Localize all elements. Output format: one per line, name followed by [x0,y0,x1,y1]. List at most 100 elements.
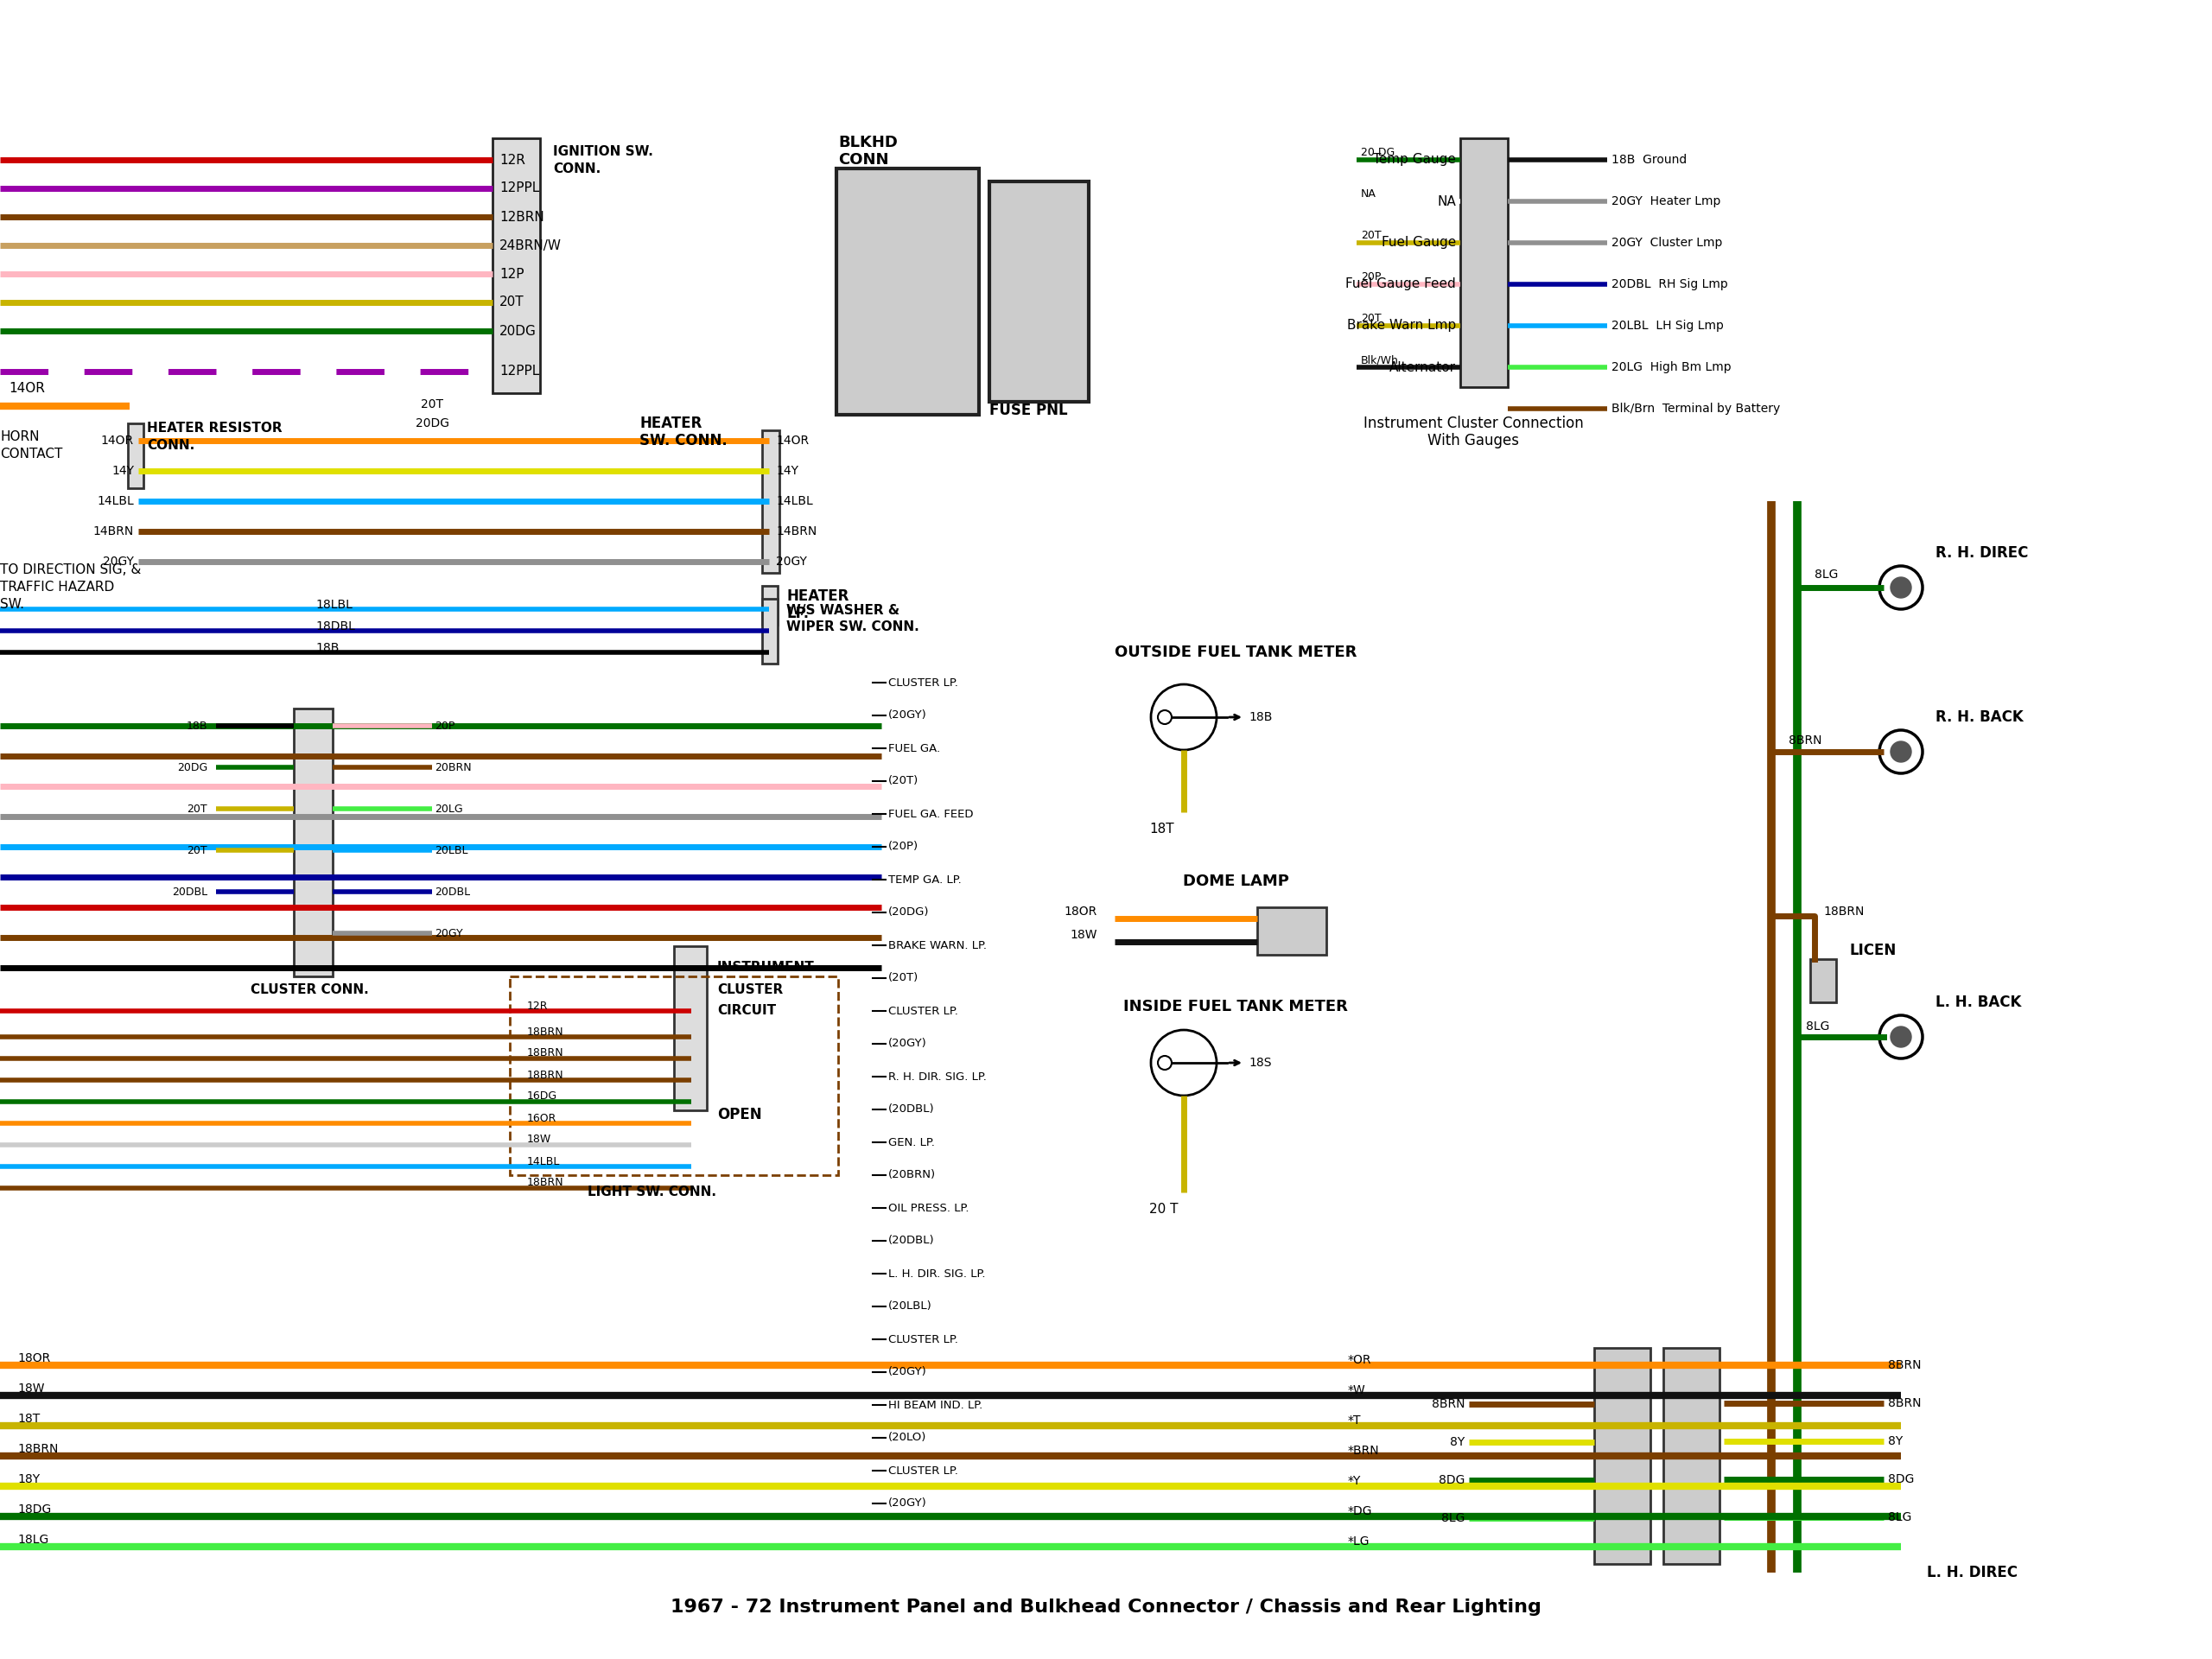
Text: 20DBL: 20DBL [434,886,471,898]
Text: (20GY): (20GY) [889,1367,927,1377]
Text: 24BRN/W: 24BRN/W [500,239,562,252]
Text: CLUSTER LP.: CLUSTER LP. [889,677,958,688]
Text: 18BRN: 18BRN [526,1070,564,1080]
Text: DOME LAMP: DOME LAMP [1183,874,1290,889]
Text: (20P): (20P) [889,841,918,853]
Text: 20 T: 20 T [1150,1203,1179,1216]
Text: 20BRN: 20BRN [434,761,471,773]
Text: INSTRUMENT: INSTRUMENT [717,961,814,974]
Text: 18BRN: 18BRN [1823,906,1865,917]
Text: OIL PRESS. LP.: OIL PRESS. LP. [889,1203,969,1214]
Text: 14BRN: 14BRN [93,526,135,538]
Text: 18BRN: 18BRN [18,1443,58,1455]
Circle shape [1891,577,1911,597]
Text: 20GY: 20GY [104,556,135,567]
Text: OUTSIDE FUEL TANK METER: OUTSIDE FUEL TANK METER [1115,645,1356,660]
Text: HEATER RESISTOR: HEATER RESISTOR [146,421,283,435]
Text: 20T: 20T [500,295,524,309]
Text: 20LG  High Bm Lmp: 20LG High Bm Lmp [1613,362,1732,373]
Circle shape [1891,742,1911,761]
Text: CLUSTER CONN.: CLUSTER CONN. [250,982,369,995]
Text: 14OR: 14OR [9,382,44,395]
Text: 12PPL: 12PPL [500,182,540,194]
Text: 20DG: 20DG [177,761,208,773]
Bar [294,708,332,977]
Bar [493,138,540,393]
Text: 18W: 18W [526,1135,551,1145]
Text: BLKHD: BLKHD [838,134,898,151]
Text: *LG: *LG [1347,1536,1369,1548]
Text: 1967 - 72 Instrument Panel and Bulkhead Connector / Chassis and Rear Lighting: 1967 - 72 Instrument Panel and Bulkhead … [670,1599,1542,1616]
Text: 18DG: 18DG [18,1503,51,1516]
Text: 20T: 20T [420,398,442,410]
Text: (20T): (20T) [889,775,918,786]
Text: 8LG: 8LG [1814,569,1838,581]
Text: 18B: 18B [186,720,208,732]
Text: *OR: *OR [1347,1354,1371,1365]
Text: WIPER SW. CONN.: WIPER SW. CONN. [785,620,920,634]
Text: TRAFFIC HAZARD: TRAFFIC HAZARD [0,581,115,594]
Text: R. H. DIREC: R. H. DIREC [1936,546,2028,561]
Bar [1460,138,1509,387]
Text: 20 DG: 20 DG [1360,148,1396,159]
Text: CLUSTER LP.: CLUSTER LP. [889,1465,958,1477]
Text: 14LBL: 14LBL [776,494,812,508]
Bar [763,586,779,625]
Text: 8BRN: 8BRN [1889,1359,1922,1372]
Text: 20LBL: 20LBL [434,844,469,856]
Text: HI BEAM IND. LP.: HI BEAM IND. LP. [889,1399,982,1410]
Text: (20DBL): (20DBL) [889,1103,936,1115]
Text: LICEN: LICEN [1849,942,1896,959]
Bar [1595,1347,1650,1564]
Text: 14Y: 14Y [111,465,135,478]
Text: Alternator: Alternator [1389,360,1455,373]
Text: HORN: HORN [0,430,40,443]
Text: 18LG: 18LG [18,1533,49,1546]
Text: 14OR: 14OR [776,435,810,446]
Bar [1663,1347,1719,1564]
Text: CONN.: CONN. [553,163,602,174]
Text: 8DG: 8DG [1438,1475,1464,1486]
Text: 18B: 18B [316,642,338,654]
Bar [763,430,779,572]
Text: Brake Warn Lmp: Brake Warn Lmp [1347,319,1455,332]
Text: CONN: CONN [838,153,889,168]
Text: INSIDE FUEL TANK METER: INSIDE FUEL TANK METER [1124,999,1347,1014]
Text: *Y: *Y [1347,1475,1360,1486]
Text: TEMP GA. LP.: TEMP GA. LP. [889,874,962,886]
Text: 8LG: 8LG [1440,1511,1464,1525]
Text: 16DG: 16DG [526,1092,557,1102]
Text: HEATER: HEATER [639,416,701,431]
Text: (20BRN): (20BRN) [889,1170,936,1181]
Text: SW.: SW. [0,599,24,611]
Text: 8LG: 8LG [1805,1020,1829,1032]
Bar [128,423,144,488]
Text: TO DIRECTION SIG, &: TO DIRECTION SIG, & [0,564,142,577]
Text: 14OR: 14OR [102,435,135,446]
Text: FUEL GA. FEED: FUEL GA. FEED [889,808,973,820]
Text: 12BRN: 12BRN [500,211,544,224]
Text: 18T: 18T [1150,823,1175,836]
Text: 12R: 12R [500,153,524,166]
Text: LIGHT SW. CONN.: LIGHT SW. CONN. [588,1186,717,1199]
Text: CIRCUIT: CIRCUIT [717,1004,776,1017]
Text: 14LBL: 14LBL [97,494,135,508]
Text: Fuel Gauge Feed: Fuel Gauge Feed [1345,277,1455,290]
Text: With Gauges: With Gauges [1427,433,1520,448]
Text: 8BRN: 8BRN [1790,735,1823,747]
Text: NA: NA [1360,189,1376,201]
Text: Instrument Cluster Connection: Instrument Cluster Connection [1363,416,1584,431]
Text: *W: *W [1347,1384,1365,1397]
Text: 12PPL: 12PPL [500,365,540,378]
Text: Blk/Brn  Terminal by Battery: Blk/Brn Terminal by Battery [1613,403,1781,415]
Text: 20GY  Heater Lmp: 20GY Heater Lmp [1613,196,1721,207]
Text: LP.: LP. [785,606,810,620]
Text: 18W: 18W [18,1382,44,1395]
Text: (20LO): (20LO) [889,1432,927,1443]
Bar [836,169,980,415]
Text: 18BRN: 18BRN [526,1025,564,1037]
Bar [989,181,1088,401]
Text: 20DBL  RH Sig Lmp: 20DBL RH Sig Lmp [1613,279,1728,290]
Text: 8Y: 8Y [1889,1435,1902,1447]
Text: CLUSTER: CLUSTER [717,982,783,995]
